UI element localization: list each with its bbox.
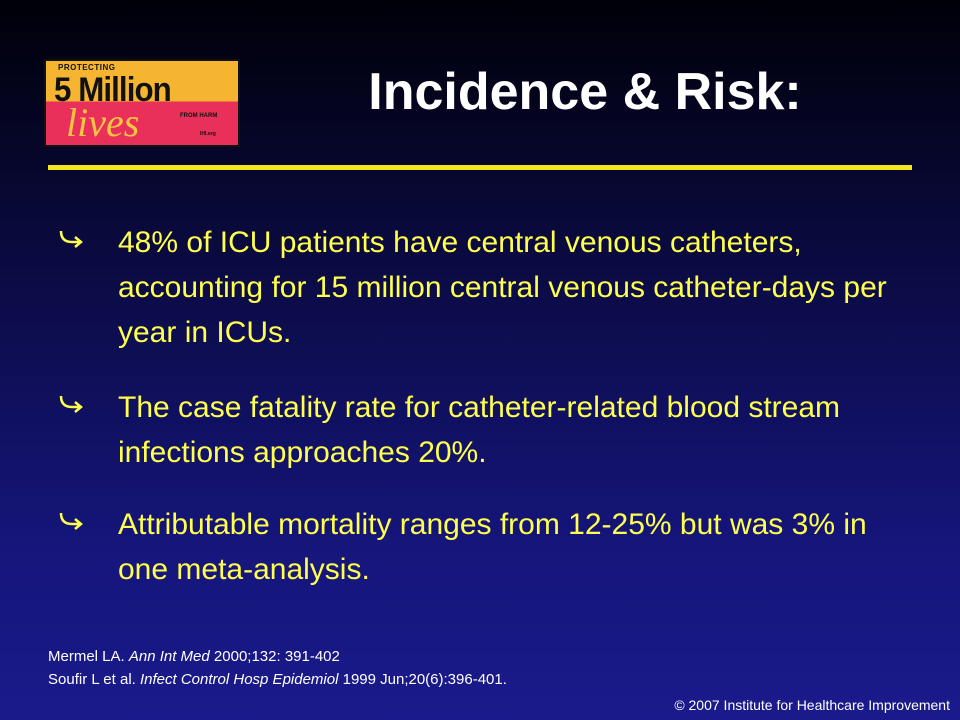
ref-author: Soufir L et al. — [48, 671, 136, 688]
logo: PROTECTING 5 Million lives FROM HARM IHI… — [40, 55, 245, 150]
logo-top: PROTECTING — [58, 63, 116, 72]
bullet: Attributable mortality ranges from 12-25… — [59, 502, 908, 592]
ref-author: Mermel LA. — [48, 648, 125, 665]
bullet-arrow — [59, 395, 83, 413]
logo-main: 5 Million — [54, 71, 172, 109]
logo-side: FROM HARM — [180, 113, 218, 119]
title: Incidence & Risk: — [368, 63, 802, 121]
copyright: © 2007 Institute for Healthcare Improvem… — [674, 697, 950, 713]
bullet: 48% of ICU patients have central venous … — [59, 220, 908, 355]
logo-script: lives — [66, 100, 140, 145]
ref-journal: Infect Control Hosp Epidemiol — [140, 671, 339, 688]
bullet-text: 48% of ICU patients have central venous … — [118, 226, 887, 349]
reference: Mermel LA. Ann Int Med 2000;132: 391-402 — [48, 648, 340, 665]
bullet: The case fatality rate for catheter-rela… — [59, 385, 908, 475]
bullet-text: The case fatality rate for catheter-rela… — [118, 391, 841, 469]
bullet-arrow — [59, 230, 83, 248]
reference: Soufir L et al. Infect Control Hosp Epid… — [48, 671, 507, 688]
title-rule — [48, 165, 912, 170]
ref-citation: 2000;132: 391-402 — [213, 648, 340, 665]
bullet-text: Attributable mortality ranges from 12-25… — [118, 508, 867, 586]
bullet-arrow — [59, 512, 83, 530]
ref-journal: Ann Int Med — [128, 648, 210, 665]
logo-frame — [44, 59, 240, 147]
logo-url: IHI.org — [200, 131, 216, 137]
ref-citation: 1999 Jun;20(6):396-401. — [342, 671, 507, 688]
